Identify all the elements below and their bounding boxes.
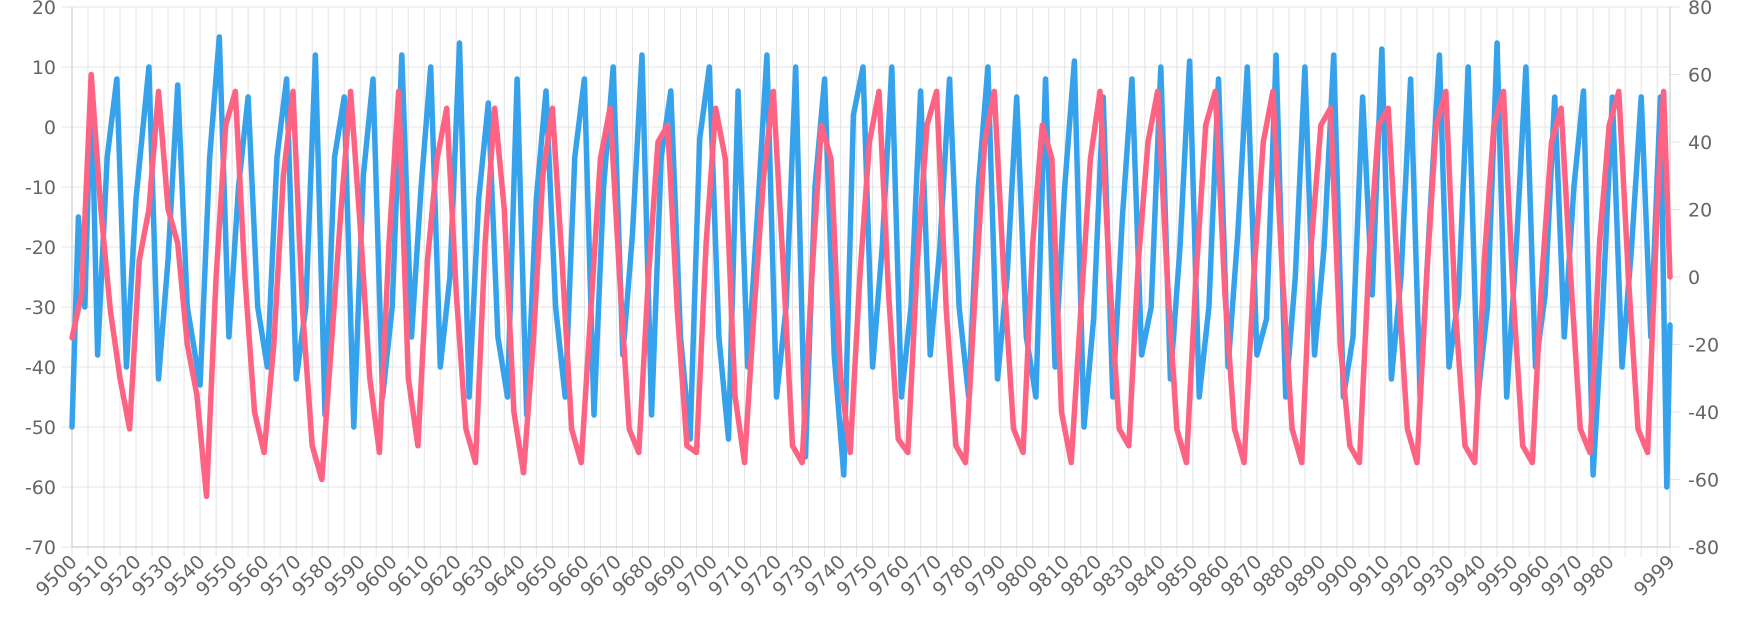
y-tick-label: 20 — [32, 0, 56, 19]
y-tick-label: -20 — [25, 237, 56, 259]
y2-tick-label: 0 — [1688, 267, 1700, 289]
y2-tick-label: 60 — [1688, 65, 1712, 87]
y-tick-label: -60 — [25, 477, 56, 499]
y-tick-label: -40 — [25, 357, 56, 379]
y2-tick-label: 40 — [1688, 132, 1712, 154]
y2-tick-label: 20 — [1688, 200, 1712, 222]
series-line-1 — [69, 34, 1673, 490]
y2-tick-label: -80 — [1688, 537, 1719, 559]
series-group — [69, 34, 1673, 500]
y-tick-label: 10 — [32, 57, 56, 79]
y-tick-label: -70 — [25, 537, 56, 559]
x-tick-label: 9999 — [1630, 551, 1680, 601]
y-tick-label: 0 — [44, 117, 56, 139]
series-line-2 — [69, 71, 1673, 500]
y-tick-label: -10 — [25, 177, 56, 199]
y2-tick-label: -60 — [1688, 470, 1719, 492]
y2-tick-label: -20 — [1688, 335, 1719, 357]
y2-tick-label: 80 — [1688, 0, 1712, 19]
y-tick-label: -30 — [25, 297, 56, 319]
y2-tick-label: -40 — [1688, 402, 1719, 424]
y-tick-label: -50 — [25, 417, 56, 439]
